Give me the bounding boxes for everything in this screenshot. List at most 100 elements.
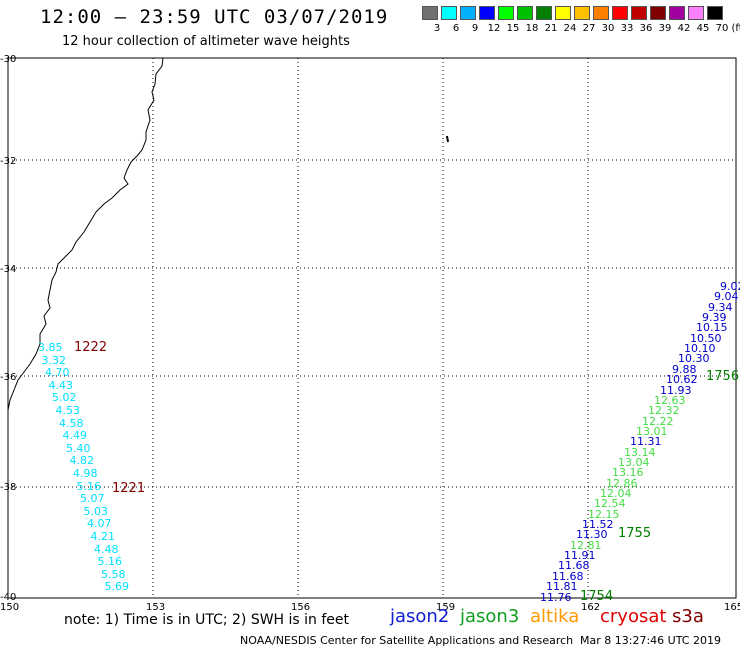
lat-tick-label: -36 [0,372,17,383]
color-legend-label: 33 [620,23,634,34]
color-swatch [650,6,666,20]
wave-height-reading: 11.91 [564,549,596,563]
color-swatch [479,6,495,20]
color-legend-label: 27 [582,23,596,34]
note-text: note: 1) Time is in UTC; 2) SWH is in fe… [64,612,350,628]
wave-height-reading: 9.34 [708,300,733,314]
wave-height-reading: 13.04 [618,455,650,469]
wave-height-reading: 11.52 [582,518,614,532]
wave-height-reading: 13.01 [636,424,668,438]
lon-tick-label: 162 [581,602,601,613]
wave-height-reading: 10.10 [684,342,716,356]
color-swatch [631,6,647,20]
grid-lines [8,58,736,598]
color-legend-label: 6 [452,23,460,34]
lon-tick-label: 165 [724,602,740,613]
wave-height-reading: 11.68 [552,569,584,583]
wave-height-reading: 4.07 [87,517,112,531]
color-legend-label: 24 [563,23,577,34]
color-swatch [498,6,514,20]
lon-tick-label: 153 [146,602,166,613]
wave-height-reading: 9.02 [720,280,740,293]
color-swatch [422,6,438,20]
color-legend-label: 36 [639,23,653,34]
wave-height-reading: 4.98 [73,467,98,480]
wave-height-reading: 11.76 [540,590,572,604]
wave-height-reading: 4.82 [69,454,95,468]
color-swatch [593,6,609,20]
color-swatch [707,6,723,20]
color-legend-label: 70 [715,23,729,34]
satellite-jason2: jason2 [390,606,450,627]
color-swatch [612,6,628,20]
lat-tick-label: -34 [0,264,17,275]
island [446,135,449,143]
wave-height-reading: 4.49 [62,429,88,443]
time-label: 1755 [618,526,652,541]
wave-height-reading: 5.40 [66,441,91,455]
wave-height-reading: 11.31 [630,435,662,449]
page-subtitle: 12 hour collection of altimeter wave hei… [62,34,350,49]
wave-height-reading: 11.93 [660,383,692,397]
color-legend-label: 18 [525,23,539,34]
timestamp: Mar 8 13:27:46 UTC 2019 [580,634,721,647]
color-legend-unit: (ft) [731,23,740,34]
wave-height-reading: 12.86 [606,476,638,490]
credit-text: NOAA/NESDIS Center for Satellite Applica… [240,634,574,647]
wave-height-reading: 4.21 [90,530,116,543]
color-legend-label: 39 [658,23,672,34]
wave-height-reading: 5.16 [97,555,123,569]
wave-height-reading: 11.81 [546,580,578,594]
color-swatch [536,6,552,20]
wave-height-reading: 9.04 [714,290,739,304]
wave-height-reading: 4.70 [45,366,70,380]
wave-height-reading: 13.16 [612,466,644,480]
satellite-cryosat: cryosat [600,606,667,627]
wave-height-reading: 5.58 [101,567,126,581]
color-legend-label: 45 [696,23,710,34]
lat-tick-label: -40 [0,592,17,603]
color-legend-label: 12 [487,23,501,34]
color-legend-label: 42 [677,23,691,34]
wave-height-reading: 11.68 [558,559,590,573]
color-swatch [441,6,457,20]
wave-height-reading: 5.02 [52,391,77,405]
time-label: 1221 [112,481,146,496]
wave-height-reading: 10.62 [666,373,698,387]
wave-height-reading: 4.48 [94,542,119,556]
lat-tick-label: -38 [0,482,17,493]
wave-height-reading: 3.85 [38,341,63,354]
wave-height-reading: 9.39 [702,311,727,325]
wave-height-reading: 13.14 [624,445,656,459]
time-label: 1756 [706,369,740,384]
color-swatch [517,6,533,20]
color-legend-label: 21 [544,23,558,34]
wave-height-reading: 12.22 [642,414,674,428]
lon-tick-label: 159 [436,602,456,613]
coastline [7,57,164,411]
lon-tick-label: 156 [291,602,311,613]
wave-height-reading: 4.58 [59,416,84,430]
wave-height-reading: 10.15 [696,321,728,335]
color-legend-label: 9 [471,23,479,34]
wave-height-reading: 9.88 [672,362,697,376]
color-legend-label: 15 [506,23,520,34]
wave-height-reading: 12.15 [588,507,620,521]
page-title: 12:00 – 23:59 UTC 03/07/2019 [40,6,389,28]
satellite-jason3: jason3 [460,606,520,627]
time-label: 1754 [580,589,614,604]
wave-height-reading: 12.63 [654,393,686,407]
satellite-altika: altika [530,606,580,627]
lat-tick-label: -30 [0,54,17,65]
color-swatch [669,6,685,20]
wave-height-reading: 5.69 [104,580,130,594]
wave-height-reading: 12.54 [594,497,626,511]
color-swatch [574,6,590,20]
wave-height-reading: 4.43 [48,378,74,392]
wave-height-reading: 12.04 [600,487,632,500]
color-legend-label: 3 [433,23,441,34]
lat-tick-label: -32 [0,156,17,167]
wave-height-reading: 11.30 [576,528,608,542]
wave-height-reading: 10.50 [690,331,722,345]
